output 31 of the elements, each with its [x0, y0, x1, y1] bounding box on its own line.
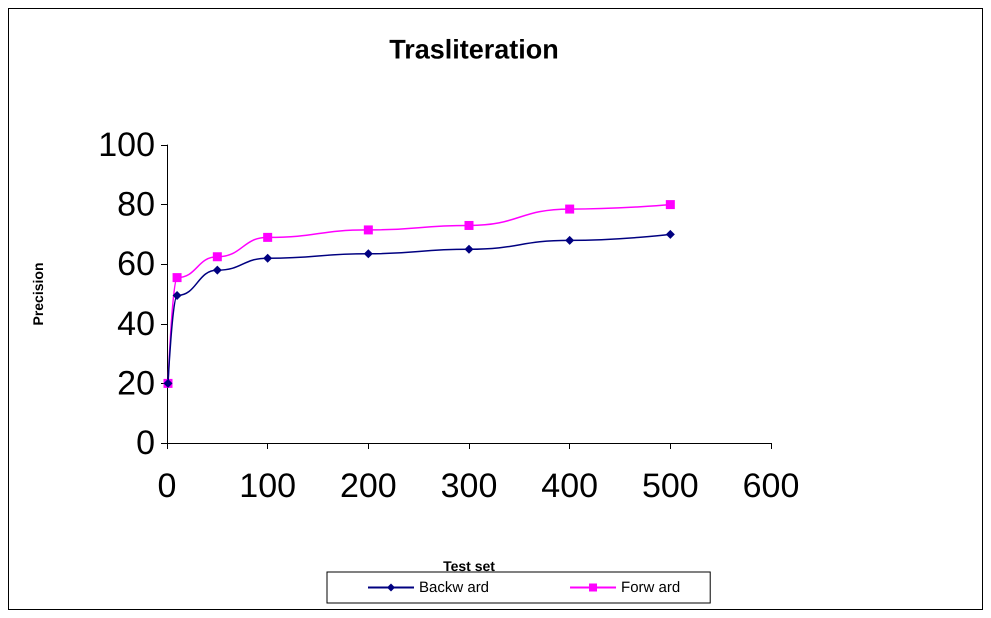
chart-title: Trasliteration [389, 34, 559, 64]
point [364, 249, 373, 258]
point [464, 220, 474, 230]
point [565, 204, 574, 214]
point [172, 290, 182, 300]
x-tick-label: 500 [642, 467, 699, 505]
y-tick-label: 0 [136, 424, 155, 462]
point [565, 236, 574, 245]
y-axis-title: Precision [30, 262, 46, 326]
point [666, 200, 675, 210]
x-tick-label: 300 [440, 467, 498, 505]
y-tick-label: 100 [98, 126, 155, 164]
x-tick-label: 400 [541, 467, 598, 505]
point [263, 232, 272, 242]
y-tick-label: 60 [117, 245, 155, 284]
x-tick-label: 600 [742, 467, 800, 505]
y-tick-label: 40 [117, 304, 155, 343]
point [172, 273, 182, 282]
x-axis-title: Test set [443, 558, 496, 574]
point [666, 230, 675, 239]
point [212, 266, 222, 275]
y-tick-label: 80 [117, 186, 155, 224]
legend-label: Backw ard [419, 579, 490, 596]
x-tick-label: 200 [340, 467, 397, 505]
y-tick-label: 20 [117, 364, 155, 402]
x-tick-label: 100 [239, 467, 296, 505]
point [263, 254, 272, 263]
point [464, 244, 474, 254]
legend-label: Forw ard [621, 579, 680, 596]
point [212, 252, 222, 262]
point [364, 225, 373, 234]
